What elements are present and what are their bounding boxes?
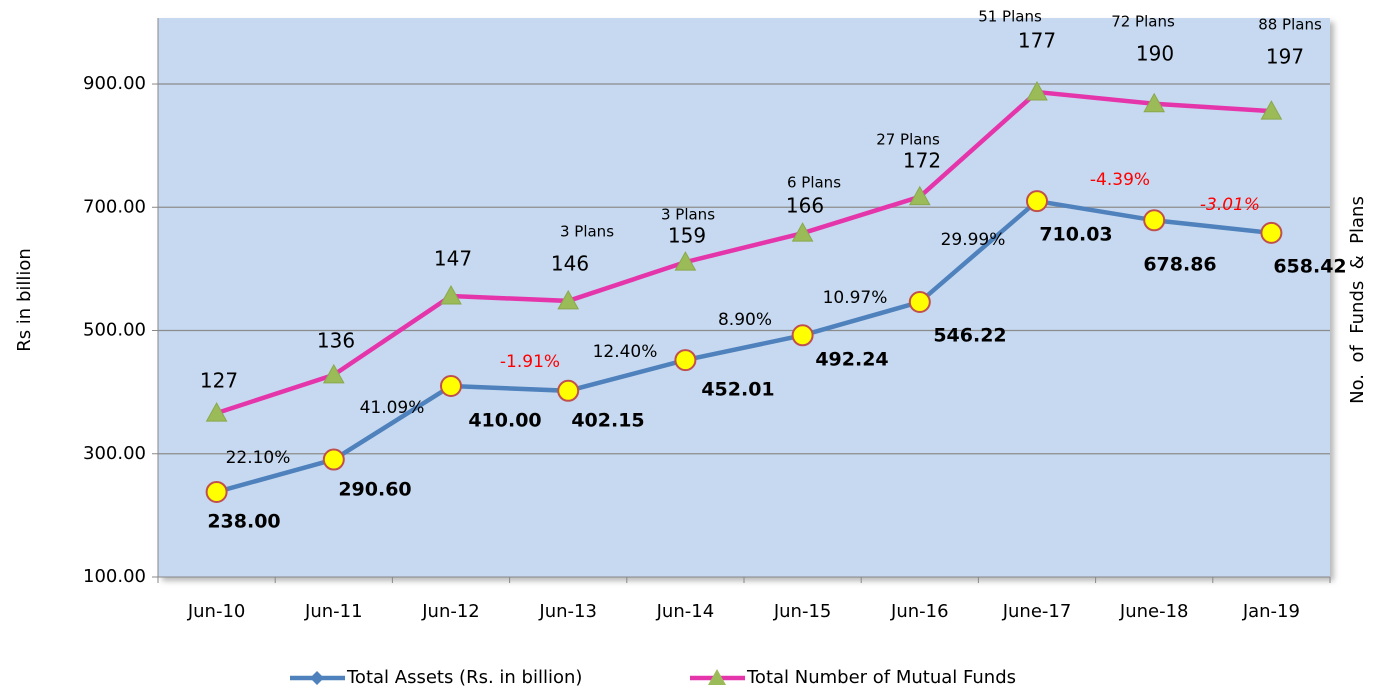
- growth-label: 22.10%: [226, 448, 291, 468]
- x-tick-label: Jun-10: [187, 601, 246, 622]
- growth-label: 8.90%: [718, 310, 772, 330]
- growth-label: 12.40%: [593, 342, 658, 362]
- circle-marker: [1260, 221, 1283, 244]
- fund-label: 166: [786, 194, 824, 218]
- data-label: 546.22: [933, 325, 1006, 347]
- x-tick-label: Jun-13: [538, 601, 597, 622]
- y-tick-label: 900.00: [83, 73, 146, 94]
- triangle-marker: [322, 363, 345, 384]
- fund-label: 159: [668, 224, 706, 248]
- data-label: 238.00: [207, 511, 280, 533]
- legend-diamond: [310, 671, 324, 685]
- x-tick-label: Jun-14: [656, 601, 715, 622]
- y2-axis-title: No. of Funds & Plans: [1347, 196, 1368, 404]
- x-tick-label: June-18: [1119, 601, 1189, 622]
- circle-marker: [440, 374, 462, 397]
- plan-label: 6 Plans: [787, 174, 841, 192]
- x-tick-label: Jun-15: [773, 601, 832, 622]
- fund-label: 146: [551, 252, 589, 276]
- growth-label: 29.99%: [941, 230, 1006, 250]
- growth-label: -1.91%: [500, 352, 560, 372]
- circle-marker: [674, 349, 697, 372]
- y-axis-title: Rs in billion: [14, 248, 35, 352]
- circle-marker: [1026, 190, 1048, 213]
- plan-label: 88 Plans: [1258, 16, 1322, 34]
- fund-label: 172: [903, 149, 941, 173]
- growth-label: -4.39%: [1090, 170, 1150, 190]
- circle-marker: [791, 324, 814, 347]
- legend-label: Total Assets (Rs. in billion): [346, 667, 582, 688]
- growth-label: -3.01%: [1200, 195, 1260, 215]
- triangle-marker: [1143, 92, 1166, 113]
- triangle-marker: [440, 284, 462, 305]
- triangle-marker: [205, 402, 228, 422]
- circle-marker: [1143, 209, 1166, 232]
- plan-label: 51 Plans: [978, 8, 1042, 26]
- plan-label: 3 Plans: [560, 223, 614, 241]
- y-tick-label: 100.00: [83, 566, 146, 587]
- series-line: [216, 198, 1272, 495]
- fund-label: 197: [1266, 45, 1304, 69]
- data-label: 492.24: [815, 349, 888, 371]
- growth-label: 10.97%: [823, 288, 888, 308]
- triangle-marker: [1026, 81, 1048, 101]
- fund-label: 136: [317, 329, 355, 353]
- triangle-marker: [791, 222, 814, 242]
- x-tick-label: June-17: [1002, 601, 1072, 622]
- series-line: [215, 89, 1272, 416]
- data-label: 678.86: [1143, 254, 1216, 276]
- circle-marker: [205, 480, 228, 503]
- x-tick-label: Jan-19: [1242, 601, 1300, 622]
- circle-marker: [557, 379, 580, 402]
- data-label: 410.00: [468, 410, 541, 432]
- triangle-marker: [908, 185, 931, 206]
- data-label: 658.42: [1273, 256, 1346, 278]
- circle-marker: [322, 448, 345, 471]
- fund-label: 147: [434, 247, 472, 271]
- data-label: 452.01: [701, 379, 774, 401]
- y-tick-label: 700.00: [83, 196, 146, 217]
- circle-marker: [908, 291, 931, 314]
- plan-label: 72 Plans: [1111, 13, 1175, 31]
- growth-label: 41.09%: [360, 398, 425, 418]
- x-tick-label: Jun-16: [890, 601, 949, 622]
- legend-label: Total Number of Mutual Funds: [746, 667, 1016, 688]
- triangle-marker: [557, 289, 580, 310]
- triangle-marker: [674, 251, 697, 271]
- plan-label: 3 Plans: [661, 206, 715, 224]
- x-tick-label: Jun-12: [421, 601, 480, 622]
- y-tick-label: 300.00: [83, 443, 146, 464]
- fund-label: 190: [1136, 42, 1174, 66]
- plan-label: 27 Plans: [876, 131, 940, 149]
- fund-label: 177: [1018, 29, 1056, 53]
- triangle-marker: [1260, 100, 1283, 120]
- plot-area: [158, 18, 1330, 577]
- legend-triangle: [708, 669, 726, 685]
- fund-label: 127: [200, 369, 238, 393]
- data-label: 710.03: [1039, 224, 1112, 246]
- x-tick-label: Jun-11: [304, 601, 363, 622]
- y-tick-label: 500.00: [83, 320, 146, 341]
- data-label: 290.60: [338, 479, 411, 501]
- data-label: 402.15: [571, 410, 644, 432]
